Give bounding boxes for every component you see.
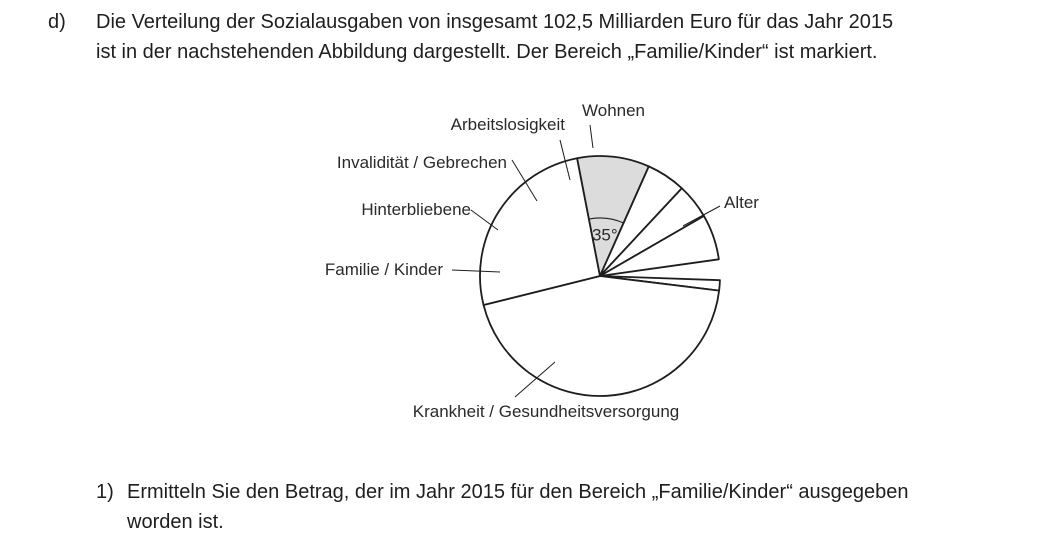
question-text-line2: worden ist. — [127, 511, 224, 533]
leader-line-familie-kinder — [451, 269, 501, 273]
pie-slices — [479, 155, 721, 397]
slice-label-arbeitslosigkeit: Arbeitslosigkeit — [451, 115, 566, 134]
leader-line-invaliditat-gebrechen — [511, 159, 538, 202]
slice-label-hinterbliebene: Hinterbliebene — [361, 200, 471, 219]
angle-label: 35° — [592, 225, 618, 244]
angle-arc — [588, 217, 624, 224]
slice-label-alter: Alter — [724, 193, 759, 212]
question-label: 1) — [96, 481, 114, 503]
pie-slice-familie-kinder — [576, 155, 650, 277]
leader-line-krankheit-gesundheitsversorgung — [514, 361, 556, 398]
question-text-line1: Ermitteln Sie den Betrag, der im Jahr 20… — [127, 481, 909, 503]
slice-label-wohnen: Wohnen — [582, 101, 645, 120]
pie-slice-arbeitslosigkeit — [599, 215, 720, 277]
pie-slice-alter — [482, 275, 721, 397]
leader-line-hinterbliebene — [470, 209, 499, 231]
pie-labels: Wohnen Alter Krankheit / Gesundheitsversor… — [325, 101, 759, 421]
slice-label-krankheit-gesundheitsversorgung: Krankheit / Gesundheitsversorgung — [413, 402, 680, 421]
slice-label-invaliditat-gebrechen: Invalidität / Gebrechen — [337, 153, 507, 172]
intro-text-line2: ist in der nachstehenden Abbildung darge… — [96, 41, 878, 63]
task-label: d) — [48, 11, 66, 33]
pie-slice-krankheit-gesundheitsversorgung — [479, 157, 601, 306]
leader-line-arbeitslosigkeit — [559, 139, 571, 181]
leader-line-wohnen — [589, 124, 594, 149]
pie-annotations: 35° — [588, 217, 624, 244]
leader-line-alter — [682, 205, 721, 227]
slice-label-familie-kinder: Familie / Kinder — [325, 260, 443, 279]
intro-text-line1: Die Verteilung der Sozialausgaben von in… — [96, 11, 894, 33]
